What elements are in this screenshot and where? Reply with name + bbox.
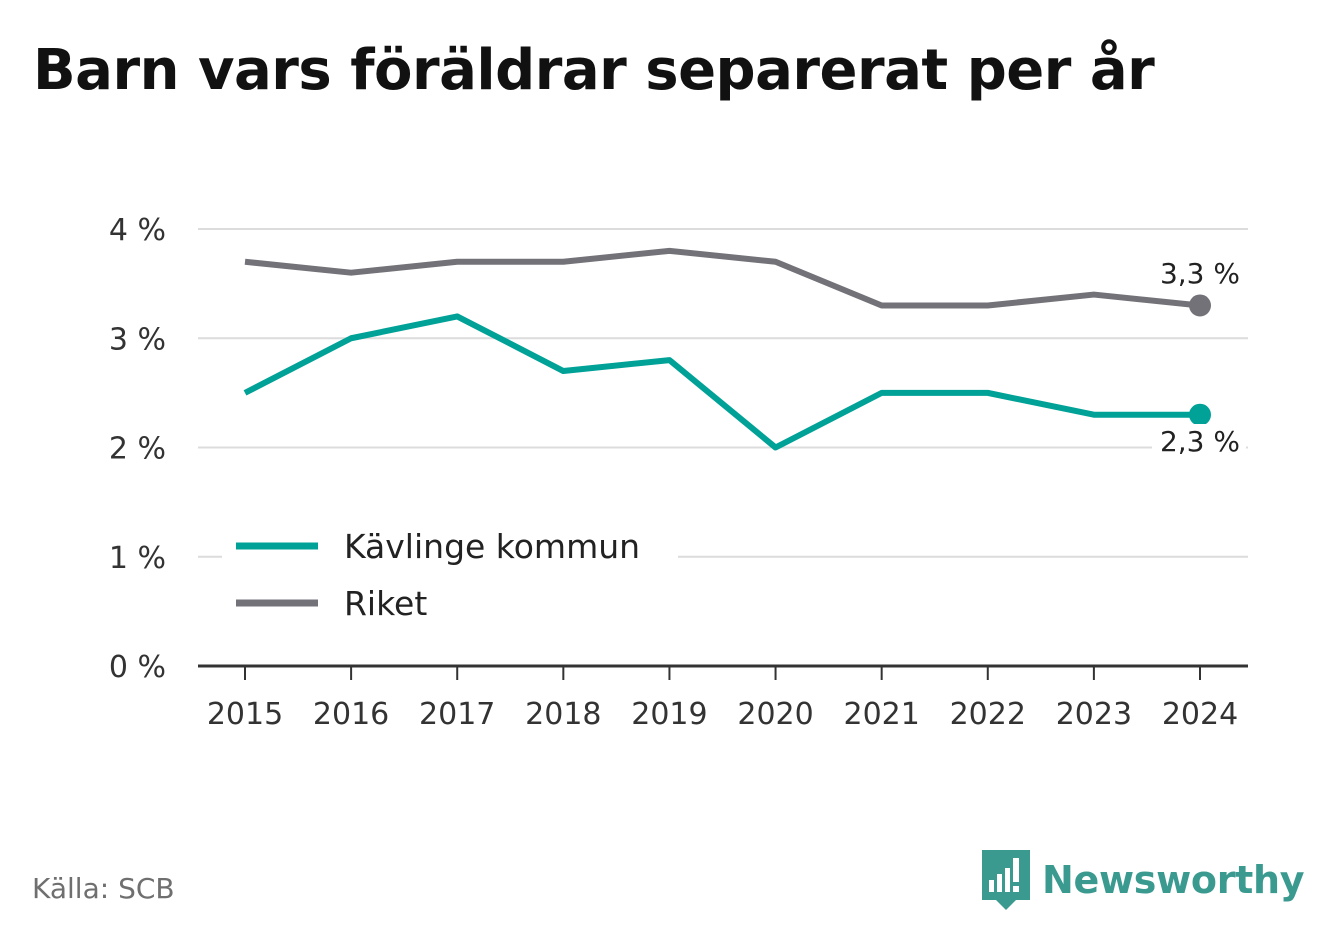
legend-label-riket: Riket [344, 584, 427, 623]
x-tick-label: 2021 [843, 697, 919, 732]
brand-name: Newsworthy [1042, 858, 1305, 902]
x-tick-label: 2023 [1056, 697, 1132, 732]
legend-label-kavlinge: Kävlinge kommun [344, 527, 640, 566]
y-tick-label: 4 % [109, 213, 166, 248]
series-lines [243, 247, 1211, 451]
end-label-kavlinge: 2,3 % [1160, 425, 1240, 458]
x-axis-ticks: 2015 2016 2017 2018 2019 2020 2021 2022 2023 2024 [207, 666, 1238, 732]
end-point-kavlinge [1189, 403, 1211, 426]
y-tick-label: 0 % [109, 650, 166, 685]
x-tick-label: 2019 [631, 697, 707, 732]
x-tick-label: 2015 [207, 697, 283, 732]
series-line-riket [244, 247, 1201, 309]
x-tick-label: 2016 [313, 697, 389, 732]
y-tick-label: 3 % [109, 322, 166, 357]
newsworthy-logo-icon [982, 850, 1030, 910]
source-note: Källa: SCB [32, 872, 175, 905]
grid-lines [198, 228, 1248, 558]
chart-title: Barn vars föräldrar separerat per år [33, 38, 1155, 103]
x-tick-label: 2024 [1162, 697, 1238, 732]
end-point-riket [1189, 294, 1211, 317]
y-axis-tick-labels: 0 % 1 % 2 % 3 % 4 % [109, 213, 166, 685]
y-tick-label: 1 % [109, 541, 166, 576]
x-tick-label: 2018 [525, 697, 601, 732]
end-labels: 3,3 % 2,3 % [1152, 257, 1246, 458]
brand-logo: Newsworthy [982, 848, 1305, 912]
legend: Kävlinge kommun Riket [222, 520, 678, 632]
y-tick-label: 2 % [109, 432, 166, 467]
legend-background [222, 520, 678, 632]
series-line-kavlinge [243, 313, 1200, 451]
x-tick-label: 2022 [950, 697, 1026, 732]
end-label-kavlinge-background [1152, 424, 1246, 458]
x-tick-label: 2017 [419, 697, 495, 732]
x-tick-label: 2020 [737, 697, 813, 732]
end-label-riket: 3,3 % [1160, 257, 1240, 290]
